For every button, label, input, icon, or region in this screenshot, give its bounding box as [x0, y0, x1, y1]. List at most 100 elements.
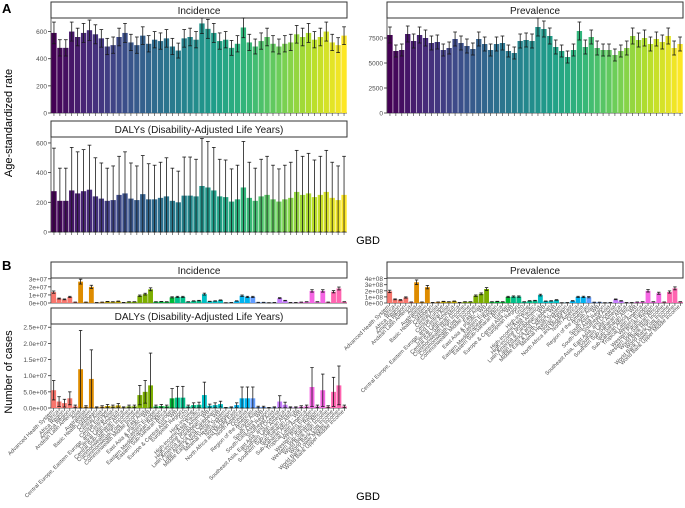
- bar: [175, 50, 181, 113]
- panel-b-ylabel: Number of cases: [3, 330, 15, 414]
- bar: [645, 290, 651, 303]
- bar: [464, 46, 470, 113]
- bar: [468, 301, 473, 303]
- bar: [398, 299, 403, 303]
- bar: [116, 37, 122, 113]
- bar: [671, 48, 677, 113]
- bar: [205, 28, 211, 113]
- bar: [505, 51, 512, 113]
- bar: [246, 42, 252, 113]
- bar: [511, 53, 517, 113]
- bar: [309, 290, 315, 303]
- y-tick-label: 0e+00: [29, 301, 48, 308]
- bar: [458, 43, 464, 113]
- bar: [424, 287, 430, 303]
- bar: [62, 299, 67, 303]
- bar: [537, 295, 543, 303]
- bar: [656, 293, 662, 303]
- y-tick-label: 1e+07: [29, 292, 48, 299]
- bar: [677, 44, 683, 113]
- bar: [222, 39, 229, 113]
- strip-title: DALYs (Disability-Adjusted Life Years): [115, 125, 284, 136]
- bar: [535, 27, 541, 113]
- bar: [185, 301, 191, 303]
- bar: [484, 288, 489, 303]
- strip-box: [386, 261, 684, 279]
- bar: [500, 301, 506, 303]
- bar: [558, 51, 565, 113]
- bar: [128, 42, 134, 113]
- y-tick-label: 0: [379, 111, 383, 118]
- bar: [541, 29, 547, 113]
- bar: [414, 282, 420, 303]
- strip-title: Incidence: [178, 266, 221, 277]
- y-tick-label: 1.5e+07: [23, 357, 47, 364]
- bar: [441, 301, 446, 303]
- y-tick-label: 400: [36, 56, 47, 63]
- bar: [311, 39, 318, 113]
- x-tick-label: G20: [514, 304, 526, 316]
- panel-label-b: B: [2, 258, 11, 273]
- y-tick-label: 2500: [369, 86, 384, 93]
- bar: [181, 38, 187, 113]
- bar: [276, 46, 282, 113]
- bar: [672, 288, 678, 303]
- bar: [476, 39, 482, 113]
- bar: [105, 301, 110, 303]
- strip-title: Prevalence: [510, 6, 560, 17]
- bar: [317, 37, 324, 113]
- bar: [489, 301, 495, 303]
- bar: [288, 42, 294, 113]
- bar: [304, 301, 310, 303]
- bar: [543, 301, 549, 303]
- bar: [252, 46, 258, 113]
- y-tick-label: 600: [36, 29, 47, 36]
- bar: [250, 296, 256, 303]
- bar: [134, 45, 140, 113]
- y-tick-label: 200: [36, 83, 47, 90]
- bar: [529, 41, 535, 113]
- bar: [146, 43, 152, 113]
- bar: [570, 300, 576, 303]
- panel-a-ylabel: Age-standardized rate: [3, 69, 15, 177]
- bar: [211, 32, 217, 113]
- bar: [499, 43, 506, 113]
- bar: [527, 300, 533, 303]
- bar: [228, 47, 235, 113]
- bar: [341, 35, 347, 113]
- bar: [258, 41, 264, 113]
- bar: [521, 301, 527, 303]
- y-tick-label: 3e+08: [365, 282, 384, 289]
- bar: [594, 48, 600, 113]
- bar: [80, 32, 87, 113]
- bar: [570, 50, 577, 113]
- bar: [403, 297, 409, 303]
- panel-label-a: A: [2, 1, 12, 16]
- bar: [405, 34, 411, 113]
- bar: [665, 36, 671, 113]
- bar: [647, 44, 654, 113]
- bar: [451, 301, 457, 303]
- y-tick-label: 1e+08: [365, 294, 384, 301]
- bar: [245, 296, 250, 303]
- bar: [517, 41, 523, 113]
- bar: [163, 38, 170, 113]
- bar: [199, 23, 205, 113]
- bar: [523, 40, 529, 113]
- bar: [635, 40, 642, 113]
- bar: [581, 296, 586, 303]
- bar: [618, 300, 624, 303]
- bar: [69, 31, 75, 113]
- bar: [613, 299, 619, 303]
- bar: [630, 36, 636, 113]
- y-tick-label: 7500: [369, 36, 384, 43]
- facet-b-dalys: DALYs (Disability-Adjusted Life Years) 0.…: [7, 307, 348, 499]
- facet-a-incidence: Incidence 0 200 400 600: [36, 1, 348, 118]
- bar: [207, 301, 213, 303]
- bar: [446, 48, 452, 113]
- bar: [196, 300, 202, 303]
- bar: [299, 37, 306, 113]
- bar: [416, 35, 423, 113]
- bar: [277, 298, 283, 303]
